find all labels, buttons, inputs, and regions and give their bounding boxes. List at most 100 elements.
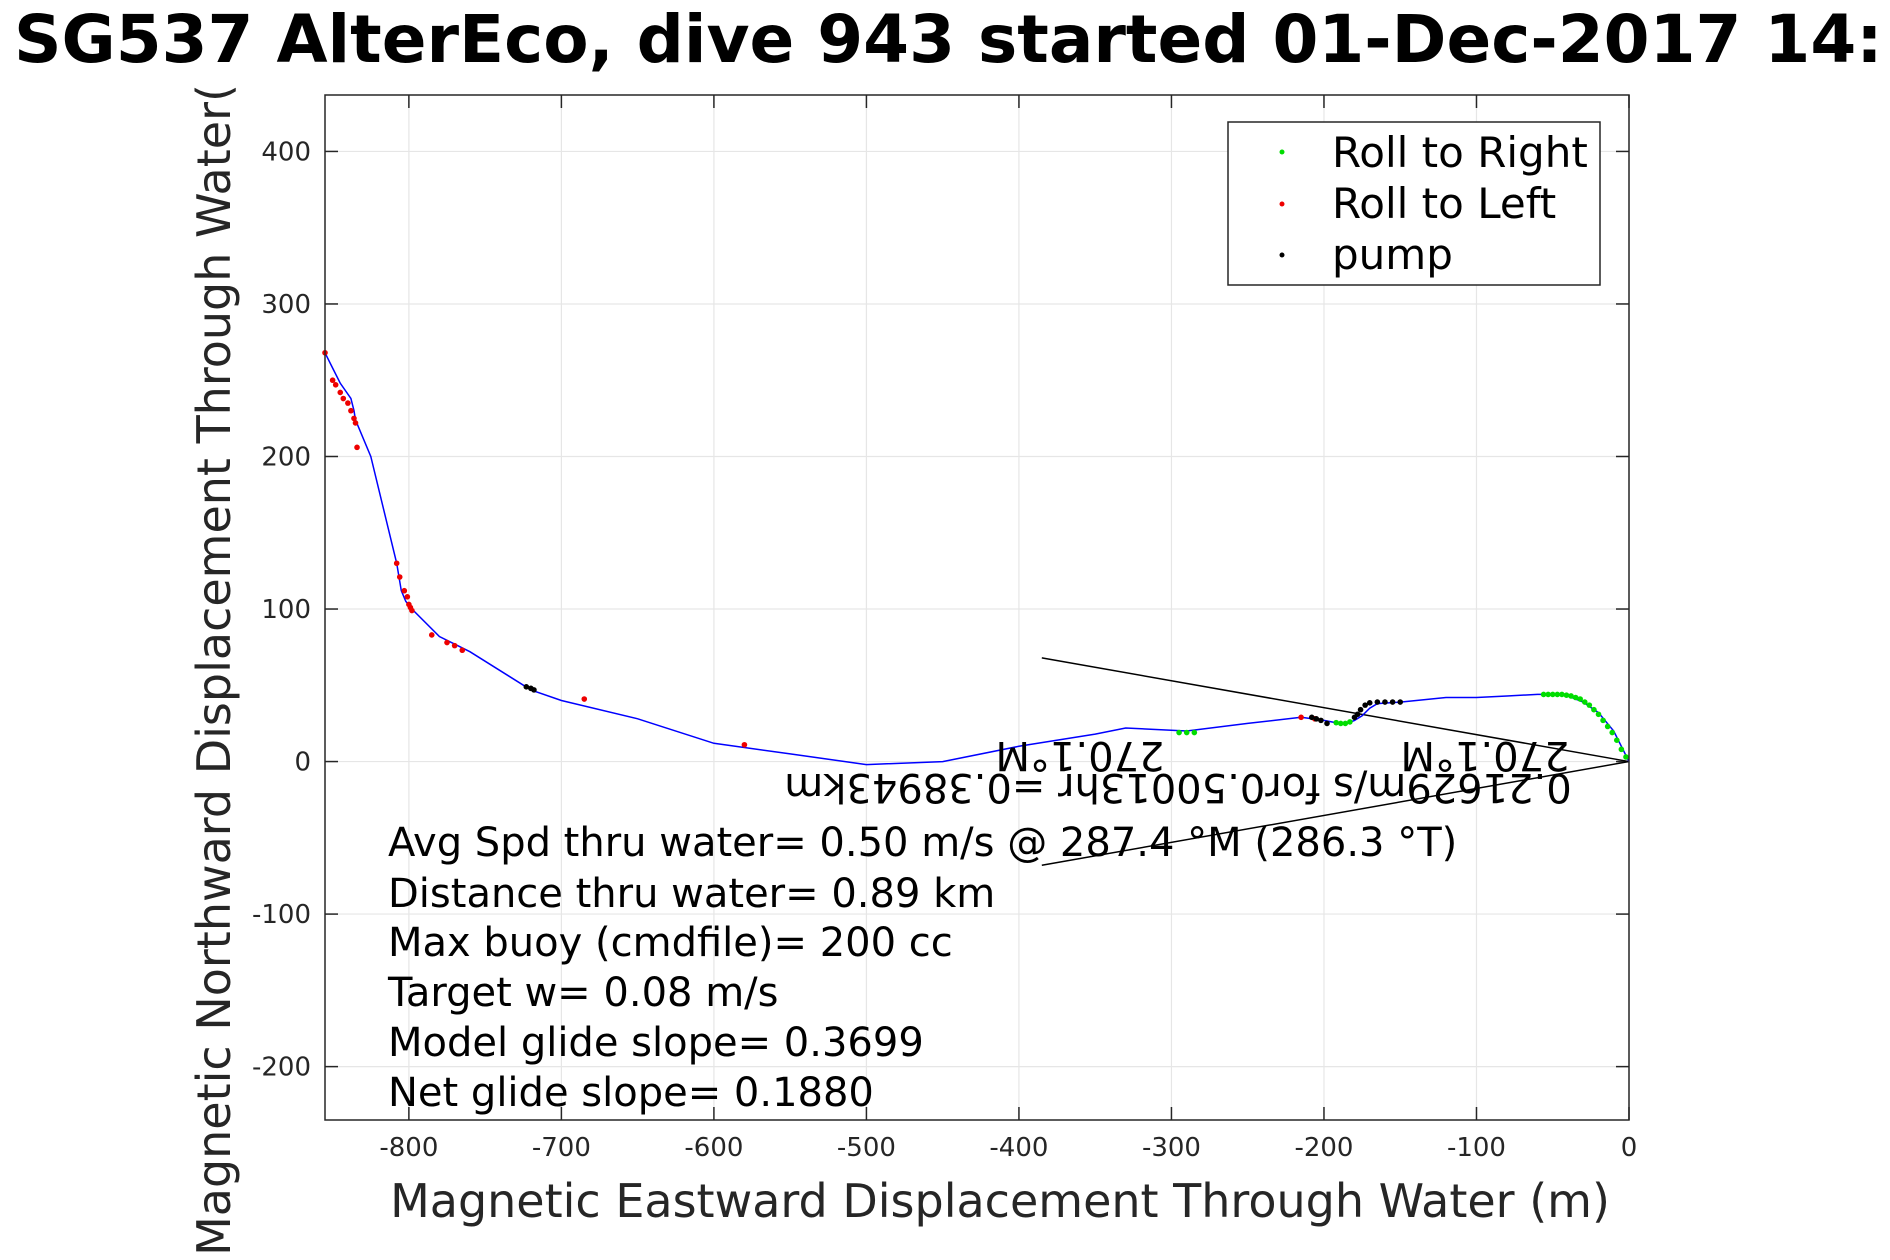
roll-right-point: [1342, 720, 1349, 727]
x-tick-label: -200: [1294, 1133, 1353, 1163]
roll-right-point: [1568, 693, 1574, 699]
roll-left-point: [345, 400, 351, 406]
roll-left-point: [451, 642, 458, 649]
current-vector-line: [1041, 657, 1630, 763]
roll-left-point: [404, 594, 411, 600]
roll-right-point: [1604, 723, 1611, 730]
pump-point: [1357, 706, 1364, 713]
legend-label-roll-right: Roll to Right: [1332, 128, 1588, 177]
pump-point: [523, 684, 530, 690]
stat-model-glide: Model glide slope= 0.3699: [388, 1020, 924, 1066]
pump-point: [1374, 699, 1381, 705]
x-tick-label: -800: [379, 1133, 438, 1163]
markers-layer: [322, 349, 1629, 760]
stat-target-w: Target w= 0.08 m/s: [387, 970, 778, 1016]
x-axis-label: Magnetic Eastward Displacement Through W…: [390, 1174, 1610, 1228]
legend-marker-pump: [1279, 252, 1285, 258]
roll-right-point: [1347, 719, 1353, 725]
roll-right-point: [1333, 719, 1339, 726]
roll-right-point: [1600, 717, 1606, 724]
roll-right-point: [1618, 746, 1625, 753]
roll-left-point: [337, 389, 344, 396]
roll-left-point: [459, 647, 466, 654]
pump-point: [1362, 702, 1368, 708]
y-tick-label: 200: [261, 442, 311, 472]
x-tick-label: -400: [989, 1133, 1048, 1163]
track-line: [324, 352, 1630, 766]
pump-point: [1397, 699, 1404, 705]
flipped-label-speed: 0.21629m/s for0.50013hr =0.38943km: [784, 764, 1571, 810]
roll-right-point: [1540, 691, 1547, 698]
legend-marker-roll-right: [1279, 149, 1285, 155]
roll-left-point: [428, 632, 435, 638]
roll-right-point: [1581, 699, 1588, 705]
stat-max-buoy: Max buoy (cmdfile)= 200 cc: [388, 920, 953, 966]
roll-left-point: [444, 639, 450, 646]
roll-left-point: [409, 607, 415, 614]
roll-right-point: [1337, 720, 1344, 727]
roll-left-point: [741, 741, 748, 748]
stat-distance: Distance thru water= 0.89 km: [388, 871, 995, 917]
roll-right-point: [1595, 711, 1602, 718]
pump-point: [1351, 714, 1358, 721]
roll-left-point: [393, 560, 400, 567]
x-tick-label: -600: [684, 1133, 743, 1163]
pump-point: [1308, 714, 1315, 721]
y-axis-label: Magnetic Northward Displacement Through …: [187, 84, 241, 1256]
y-tick-label: -100: [252, 900, 311, 930]
roll-right-point: [1554, 691, 1561, 698]
legend-box: [1227, 121, 1601, 286]
roll-left-point: [348, 407, 354, 414]
track-layer: [324, 352, 1630, 766]
roll-right-point: [1559, 691, 1565, 698]
roll-right-point: [1586, 702, 1593, 708]
roll-right-point: [1613, 737, 1620, 744]
x-tick-label: -100: [1447, 1133, 1506, 1163]
stats-annotation: Avg Spd thru water= 0.50 m/s @ 287.4 °M …: [387, 820, 1457, 1116]
roll-left-point: [340, 395, 347, 402]
x-tick-label: -700: [532, 1133, 591, 1163]
roll-left-point: [581, 696, 588, 702]
roll-right-point: [1545, 691, 1551, 698]
roll-right-point: [1572, 694, 1579, 701]
roll-left-point: [354, 444, 360, 451]
roll-left-point: [332, 382, 339, 388]
pump-point: [1382, 699, 1388, 705]
roll-left-point: [329, 377, 336, 384]
roll-right-point: [1549, 691, 1556, 698]
y-tick-label: -200: [252, 1053, 311, 1083]
y-tick-label: 100: [261, 595, 311, 625]
legend-marker-roll-left: [1279, 201, 1285, 207]
stat-net-glide: Net glide slope= 0.1880: [388, 1070, 874, 1116]
stat-avg-speed: Avg Spd thru water= 0.50 m/s @ 287.4 °M …: [388, 820, 1457, 866]
roll-right-point: [1591, 706, 1597, 713]
roll-right-point: [1577, 696, 1583, 702]
pump-point: [1324, 720, 1330, 727]
flipped-labels: 270.1°M 0.21629m/s for0.50013hr =0.38943…: [784, 732, 1571, 810]
roll-right-point: [1183, 729, 1190, 736]
x-tick-label: -300: [1142, 1133, 1201, 1163]
roll-left-point: [401, 587, 408, 594]
legend-label-roll-left: Roll to Left: [1332, 179, 1556, 228]
y-tick-label: 300: [261, 290, 311, 320]
pump-point: [528, 685, 534, 692]
pump-point: [1366, 700, 1373, 706]
roll-right-point: [1563, 692, 1570, 699]
roll-left-point: [396, 574, 403, 580]
current-vectors: [1041, 657, 1630, 867]
roll-left-point: [352, 420, 359, 426]
x-tick-label: 0: [1621, 1133, 1638, 1163]
roll-right-point: [1191, 729, 1198, 736]
legend: Roll to Right Roll to Left pump: [1227, 121, 1601, 286]
roll-right-point: [1609, 729, 1616, 736]
chart-title: SG537 AlterEco, dive 943 started 01-Dec-…: [14, 1, 1890, 78]
x-tick-label: -500: [837, 1133, 896, 1163]
axis-ticks: -800 -700 -600 -500 -400 -300 -200 -100 0 -200 -10…: [252, 95, 1637, 1163]
roll-right-point: [1623, 754, 1629, 760]
roll-left-point: [1298, 714, 1304, 721]
legend-label-pump: pump: [1332, 230, 1453, 279]
pump-point: [1313, 716, 1320, 722]
y-tick-label: 0: [294, 748, 311, 778]
flipped-label-bearing-right: 270.1°M: [1400, 732, 1569, 778]
